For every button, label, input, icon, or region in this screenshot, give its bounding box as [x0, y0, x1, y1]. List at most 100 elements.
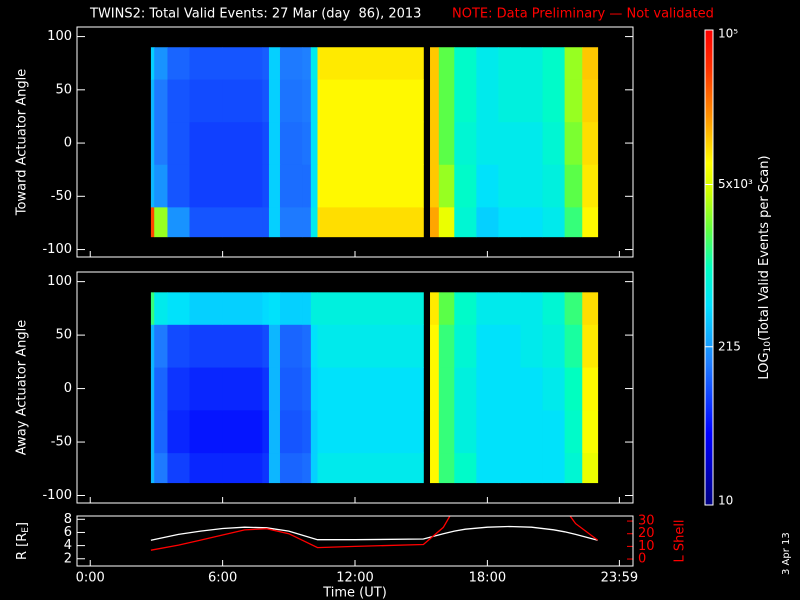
heatmap-cell [154, 47, 168, 80]
heatmap-cell [454, 164, 477, 208]
heatmap-cell [279, 79, 303, 123]
heatmap-cell [317, 292, 424, 325]
heatmap-cell [498, 121, 521, 165]
heatmap-cell [430, 206, 440, 238]
series-line [150, 516, 599, 551]
heatmap-cell [167, 452, 190, 484]
chart-title: TWINS2: Total Valid Events: 27 Mar (day … [89, 7, 421, 22]
heatmap-cell [262, 164, 270, 208]
y2-tick-label: 30 [638, 514, 655, 529]
heatmap-cell [582, 79, 599, 123]
heatmap-cell [454, 409, 477, 454]
colorbar-label-part: (Total Valid Events per Scan) [757, 155, 772, 341]
heatmap-cell [542, 47, 566, 80]
heatmap-cell [154, 409, 168, 454]
y-axis-label-part: ] [15, 522, 30, 527]
note: NOTE: Data Preliminary — Not validated [452, 7, 714, 22]
heatmap-cell [454, 452, 477, 484]
colorbar-tick-label: 215 [718, 339, 741, 353]
heatmap-cell [150, 452, 155, 484]
heatmap-cell [542, 164, 566, 208]
colorbar-label-part: 10 [763, 341, 773, 353]
heatmap-cell [279, 206, 303, 238]
heatmap-cell [279, 452, 303, 484]
heatmap-cell [430, 164, 440, 208]
heatmap-cell [150, 324, 155, 368]
heatmap-cell [262, 452, 270, 484]
heatmap-cell [542, 367, 566, 411]
y2-tick-label: 10 [638, 539, 655, 554]
heatmap-cell [564, 452, 583, 484]
x-tick-label: 12:00 [336, 571, 373, 586]
heatmap-cell [189, 292, 224, 325]
heatmap-cell [189, 121, 224, 165]
heatmap-cell [302, 164, 312, 208]
heatmap-cell [542, 206, 566, 238]
heatmap-cell [150, 79, 155, 123]
heatmap-cell [430, 121, 440, 165]
heatmap-cell [167, 79, 190, 123]
heatmap-cell [310, 452, 318, 484]
heatmap-cell [317, 324, 424, 368]
heatmap-cell [302, 206, 312, 238]
heatmap-cell [150, 409, 155, 454]
y-tick-label: -100 [42, 488, 72, 503]
heatmap-cell [279, 324, 303, 368]
heatmap-cell [302, 292, 312, 325]
y-tick-label: 8 [64, 512, 72, 527]
heatmap-cell [498, 409, 521, 454]
heatmap-cell [454, 47, 477, 80]
heatmap-cell [154, 367, 168, 411]
heatmap-cell [520, 452, 543, 484]
heatmap-cell [454, 79, 477, 123]
heatmap-cell [310, 164, 318, 208]
heatmap-cell [520, 47, 543, 80]
heatmap-cell [476, 409, 499, 454]
y-axis-label-part: R [R [15, 533, 30, 560]
heatmap-cell [476, 47, 499, 80]
heatmap-cell [520, 79, 543, 123]
heatmap-cell [476, 292, 499, 325]
heatmap-cell [268, 409, 281, 454]
heatmap-cell [310, 409, 318, 454]
y-tick-label: -100 [42, 242, 72, 257]
heatmap-cell [302, 367, 312, 411]
heatmap-cell [476, 324, 499, 368]
heatmap-cell [279, 409, 303, 454]
heatmap-cell [150, 206, 155, 238]
heatmap-cell [520, 164, 543, 208]
heatmap-cell [476, 452, 499, 484]
heatmap-cell [454, 121, 477, 165]
heatmap-cell [438, 292, 455, 325]
heatmap-cell [189, 206, 224, 238]
heatmap-cell [262, 367, 270, 411]
heatmap-cell [150, 47, 155, 80]
heatmap-cell [476, 367, 499, 411]
heatmap-cell [430, 409, 440, 454]
heatmap-cell [302, 79, 312, 123]
heatmap-cell [454, 324, 477, 368]
heatmap-cell [520, 367, 543, 411]
y2-tick-label: 0 [638, 552, 646, 567]
heatmap-cell [268, 367, 281, 411]
heatmap-cell [268, 121, 281, 165]
heatmap-cell [268, 206, 281, 238]
colorbar-tick-label: 10 [718, 494, 733, 508]
heatmap-cell [317, 164, 424, 208]
heatmap-cell [268, 79, 281, 123]
heatmap-cell [189, 164, 224, 208]
y-tick-label: 50 [55, 328, 72, 343]
heatmap-cell [189, 47, 224, 80]
colorbar-label: LOG10(Total Valid Events per Scan) [757, 155, 773, 379]
heatmap-cell [302, 324, 312, 368]
y-tick-label: -50 [51, 189, 72, 204]
heatmap-cell [310, 367, 318, 411]
y-tick-label: 50 [55, 82, 72, 97]
colorbar-tick-label: 10⁵ [718, 27, 738, 41]
x-tick-label: 23:59 [601, 571, 638, 586]
heatmap-cell [520, 409, 543, 454]
heatmap-cell [310, 206, 318, 238]
heatmap-cell [498, 324, 521, 368]
